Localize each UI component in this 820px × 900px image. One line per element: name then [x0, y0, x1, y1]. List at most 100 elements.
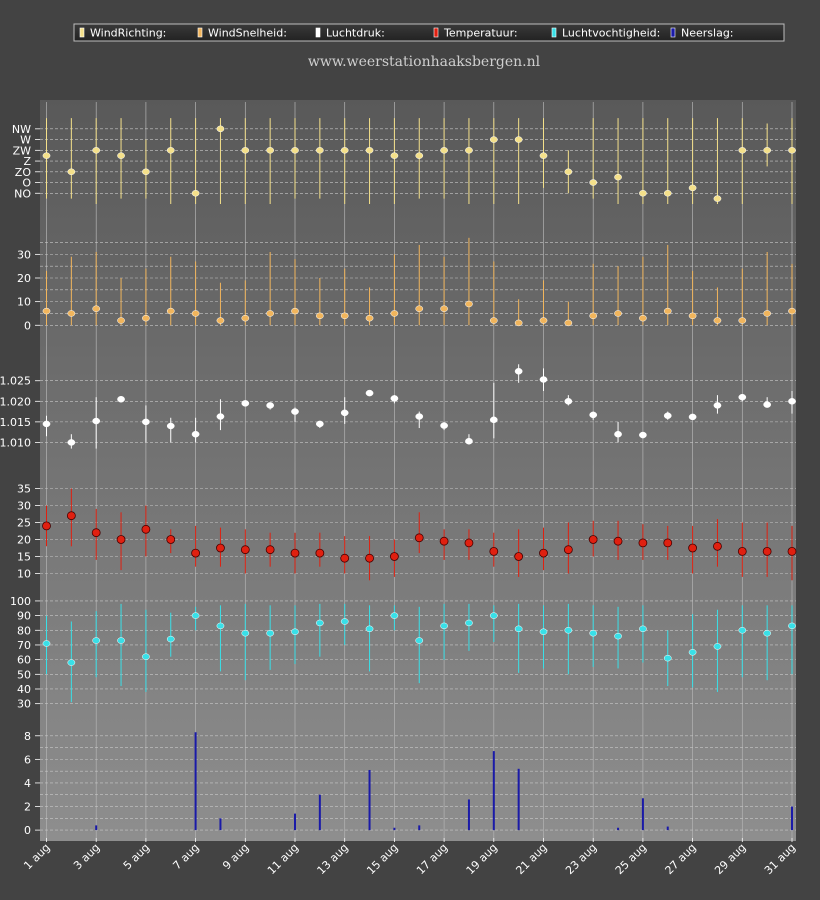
- data-point: [66, 511, 76, 521]
- data-point: [117, 395, 125, 403]
- precipitation-bar: [318, 794, 321, 831]
- y-tick-label: 1.010: [0, 436, 31, 449]
- data-point: [216, 413, 225, 420]
- data-point: [514, 552, 524, 561]
- panel-pressure: 1.010 1.015 1.020 1.025: [0, 364, 796, 449]
- data-point: [415, 413, 424, 420]
- data-point: [763, 147, 772, 154]
- data-point: [614, 632, 622, 640]
- data-point: [663, 538, 673, 548]
- y-tick-label: 25: [17, 517, 31, 530]
- data-point: [91, 528, 101, 538]
- precipitation-bar: [393, 827, 396, 831]
- legend-swatch: [433, 27, 439, 38]
- panel-temperature: 10 15 20 25 30 35: [17, 483, 797, 581]
- data-point: [166, 635, 175, 643]
- data-point: [688, 312, 697, 320]
- y-tick-label: 70: [17, 639, 31, 652]
- data-point: [191, 310, 200, 317]
- data-point: [663, 190, 672, 197]
- data-point: [191, 548, 201, 558]
- precipitation-bar: [194, 732, 197, 831]
- y-tick-label: 35: [17, 483, 31, 496]
- data-point: [588, 535, 598, 544]
- data-point: [464, 538, 474, 548]
- data-point: [315, 548, 325, 558]
- data-point: [365, 389, 374, 397]
- data-point: [390, 152, 399, 159]
- legend-label: WindRichting:: [90, 27, 166, 40]
- data-point: [713, 402, 722, 409]
- data-point: [713, 195, 722, 202]
- y-tick-label: W: [20, 134, 31, 147]
- y-tick-label: 1.015: [0, 416, 31, 429]
- data-point: [762, 547, 772, 556]
- data-point: [42, 152, 51, 159]
- data-point: [241, 314, 250, 322]
- data-point: [440, 305, 448, 312]
- y-tick-label: 30: [17, 248, 31, 261]
- y-tick-label: 1.020: [0, 395, 31, 408]
- precipitation-bar: [791, 806, 793, 831]
- data-point: [316, 420, 324, 428]
- data-point: [539, 152, 548, 159]
- data-point: [539, 628, 548, 636]
- data-point: [365, 314, 374, 322]
- data-point: [141, 524, 151, 534]
- data-point: [117, 152, 125, 159]
- data-point: [365, 147, 374, 154]
- y-tick-label: 0: [24, 319, 31, 332]
- data-point: [514, 136, 523, 143]
- data-point: [763, 401, 772, 408]
- data-point: [142, 653, 150, 660]
- data-point: [639, 431, 647, 439]
- data-point: [166, 535, 176, 544]
- data-point: [240, 545, 250, 555]
- data-point: [439, 536, 449, 546]
- data-point: [92, 417, 101, 425]
- y-tick-label: 90: [17, 610, 31, 623]
- data-point: [614, 173, 622, 181]
- data-point: [465, 300, 473, 308]
- data-point: [564, 627, 573, 634]
- data-point: [514, 625, 523, 633]
- data-point: [415, 305, 424, 312]
- legend-label: Luchtvochtigheid:: [562, 27, 660, 40]
- panel-wind-speed: 0 10 20 30: [17, 237, 796, 332]
- data-point: [639, 314, 647, 322]
- data-point: [489, 416, 498, 424]
- y-tick-label: ZO: [15, 166, 32, 179]
- data-point: [216, 622, 225, 630]
- data-point: [713, 643, 722, 650]
- data-point: [390, 395, 399, 402]
- data-point: [216, 543, 225, 553]
- data-point: [489, 547, 499, 556]
- data-point: [589, 179, 598, 186]
- legend-label: Neerslag:: [681, 27, 734, 40]
- data-point: [390, 612, 399, 619]
- precipitation-bar: [418, 825, 421, 831]
- data-point: [688, 649, 697, 656]
- data-point: [42, 420, 51, 428]
- data-point: [738, 147, 747, 154]
- data-point: [340, 618, 349, 625]
- data-point: [688, 184, 697, 192]
- data-point: [340, 553, 350, 563]
- data-point: [116, 535, 126, 544]
- data-point: [713, 317, 722, 324]
- data-point: [316, 312, 324, 320]
- data-point: [291, 307, 299, 315]
- y-tick-label: 8: [24, 730, 31, 743]
- y-tick-label: 4: [24, 777, 31, 790]
- y-tick-label: Z: [23, 155, 31, 168]
- legend-label: Luchtdruk:: [326, 27, 385, 40]
- data-point: [539, 317, 548, 324]
- legend-label: Temperatuur:: [443, 27, 518, 40]
- y-tick-label: 20: [17, 534, 31, 547]
- precipitation-bar: [219, 818, 222, 831]
- data-point: [713, 541, 722, 551]
- data-point: [465, 147, 473, 154]
- data-point: [663, 307, 672, 315]
- data-point: [266, 310, 274, 317]
